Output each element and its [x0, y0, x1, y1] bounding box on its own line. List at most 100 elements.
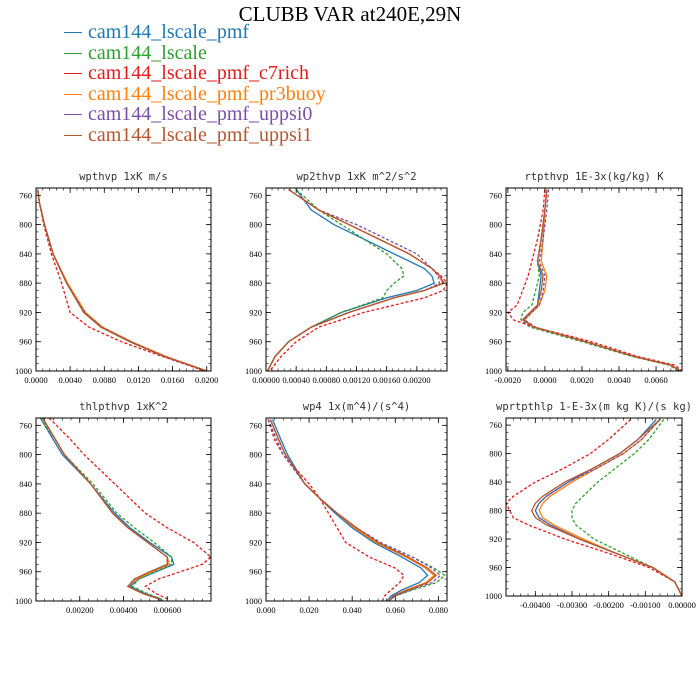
x-tick-label: 0.000	[256, 605, 275, 615]
y-tick-label: 760	[249, 420, 262, 430]
series-line	[521, 189, 681, 371]
y-tick-label: 880	[249, 508, 262, 518]
y-tick-label: 1000	[485, 591, 502, 601]
y-tick-label: 920	[19, 307, 32, 317]
series-line	[266, 189, 405, 371]
series-line	[267, 419, 405, 601]
series-line	[266, 189, 435, 371]
x-tick-label: 0.020	[300, 605, 319, 615]
panel-3: rtpthvp 1E-3x(kg/kg) K 760 800 840 880 920 960…	[485, 171, 683, 385]
x-tick-label: 0.0200	[195, 375, 218, 385]
legend: cam144_lscale_pmf cam144_lscale cam144_lsc…	[64, 22, 326, 146]
series-group	[507, 189, 682, 371]
y-tick-label: 880	[489, 506, 502, 516]
y-tick-label: 960	[19, 567, 32, 577]
y-tick-label: 760	[19, 420, 32, 430]
y-tick-label: 840	[19, 249, 32, 259]
series-line	[523, 189, 681, 371]
series-line	[269, 419, 436, 601]
x-tick-label: 0.0040	[58, 375, 81, 385]
x-tick-label: 0.080	[429, 605, 448, 615]
legend-swatch	[64, 52, 82, 54]
panel-title: thlpthvp 1xK^2	[79, 401, 168, 413]
series-line	[266, 188, 441, 371]
series-line	[37, 189, 207, 371]
y-tick-label: 920	[489, 307, 502, 317]
series-line	[37, 189, 207, 371]
series-line	[538, 418, 682, 596]
panel-title: wpthvp 1xK m/s	[79, 171, 168, 183]
panel-6: wprtpthlp 1-E-3x(m kg K)/(s kg) 760 800 840…	[485, 401, 696, 610]
legend-swatch	[64, 114, 82, 116]
series-line	[530, 418, 682, 596]
legend-item: cam144_lscale_pmf_c7rich	[64, 63, 326, 84]
panel-title: wp2thvp 1xK m^2/s^2	[296, 171, 416, 183]
legend-item: cam144_lscale_pmf_pr3buoy	[64, 82, 326, 105]
panel-5: wp4 1x(m^4)/(s^4)76080084088092096010000…	[245, 401, 448, 615]
x-tick-label: 0.060	[386, 605, 405, 615]
series-group	[506, 418, 682, 596]
x-tick-label: 0.0080	[93, 375, 116, 385]
series-line	[534, 418, 682, 596]
y-tick-label: 960	[19, 337, 32, 347]
x-tick-label: 0.00120	[343, 375, 371, 385]
series-line	[266, 188, 444, 371]
series-line	[48, 418, 211, 601]
y-tick-label: 1000	[245, 366, 262, 376]
y-tick-label: 800	[19, 220, 32, 230]
panel-frame	[35, 417, 212, 602]
y-tick-label: 760	[489, 190, 502, 200]
panel-title: wp4 1x(m^4)/(s^4)	[303, 401, 410, 413]
series-line	[506, 418, 682, 596]
legend-label: cam144_lscale_pmf_pr3buoy	[88, 82, 326, 105]
x-tick-label: -0.00300	[557, 600, 587, 610]
y-tick-label: 960	[249, 337, 262, 347]
y-tick-label: 1000	[485, 366, 502, 376]
legend-label: cam144_lscale_pmf	[88, 21, 250, 43]
x-tick-label: -0.00200	[593, 600, 623, 610]
series-line	[37, 189, 206, 371]
x-tick-label: 0.040	[343, 605, 362, 615]
series-line	[507, 189, 682, 371]
series-line	[266, 188, 445, 371]
y-tick-label: 960	[489, 337, 502, 347]
x-tick-label: -0.00400	[520, 600, 550, 610]
y-tick-label: 880	[489, 278, 502, 288]
y-tick-label: 800	[19, 450, 32, 460]
series-line	[37, 189, 207, 371]
series-line	[269, 188, 447, 371]
x-tick-label: -0.00100	[630, 600, 660, 610]
x-tick-label: 0.00000	[668, 600, 696, 610]
y-tick-label: 880	[249, 278, 262, 288]
x-tick-label: 0.0000	[533, 375, 556, 385]
legend-item: cam144_lscale_pmf_uppsi0	[64, 104, 326, 125]
x-tick-label: 0.0160	[161, 375, 184, 385]
y-tick-label: 840	[249, 249, 262, 259]
x-tick-label: 0.00000	[252, 375, 280, 385]
y-tick-label: 920	[249, 307, 262, 317]
y-tick-label: 1000	[245, 596, 262, 606]
y-tick-label: 760	[489, 420, 502, 430]
legend-label: cam144_lscale_pmf_uppsi1	[88, 123, 313, 146]
series-line	[267, 419, 442, 601]
x-tick-label: 0.0060	[644, 375, 667, 385]
x-tick-label: 0.0000	[24, 375, 47, 385]
x-tick-label: 0.0120	[127, 375, 150, 385]
series-line	[271, 419, 429, 601]
legend-swatch	[64, 31, 82, 33]
y-tick-label: 920	[19, 537, 32, 547]
y-tick-label: 800	[249, 450, 262, 460]
panel-title: wprtpthlp 1-E-3x(m kg K)/(s kg)	[496, 401, 692, 413]
panel-4: thlpthvp 1xK^2 760 800 840 880 920 960 1000 0.00…	[15, 401, 212, 615]
series-line	[523, 189, 681, 371]
legend-swatch	[64, 93, 82, 95]
x-tick-label: 0.00040	[282, 375, 310, 385]
series-line	[37, 189, 207, 371]
y-tick-label: 760	[249, 190, 262, 200]
y-tick-label: 760	[19, 190, 32, 200]
x-tick-label: 0.00600	[153, 605, 181, 615]
legend-item: cam144_lscale	[64, 41, 326, 64]
legend-label: cam144_lscale	[88, 41, 207, 64]
y-tick-label: 960	[249, 567, 262, 577]
legend-item: cam144_lscale_pmf_uppsi1	[64, 125, 326, 146]
